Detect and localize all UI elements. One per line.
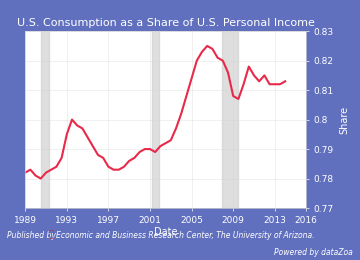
X-axis label: Date: Date	[154, 228, 177, 237]
Bar	[222, 31, 238, 208]
Title: U.S. Consumption as a Share of U.S. Personal Income: U.S. Consumption as a Share of U.S. Pers…	[17, 18, 315, 28]
Bar	[41, 31, 49, 208]
Y-axis label: Share: Share	[339, 106, 349, 134]
Text: Powered by dataZoa: Powered by dataZoa	[274, 248, 353, 257]
Text: Economic and Business Research Center, The University of Arizona.: Economic and Business Research Center, T…	[56, 231, 314, 240]
Text: Published by: Published by	[7, 231, 58, 240]
Bar	[152, 31, 159, 208]
Text: Ⓐ: Ⓐ	[49, 231, 54, 240]
